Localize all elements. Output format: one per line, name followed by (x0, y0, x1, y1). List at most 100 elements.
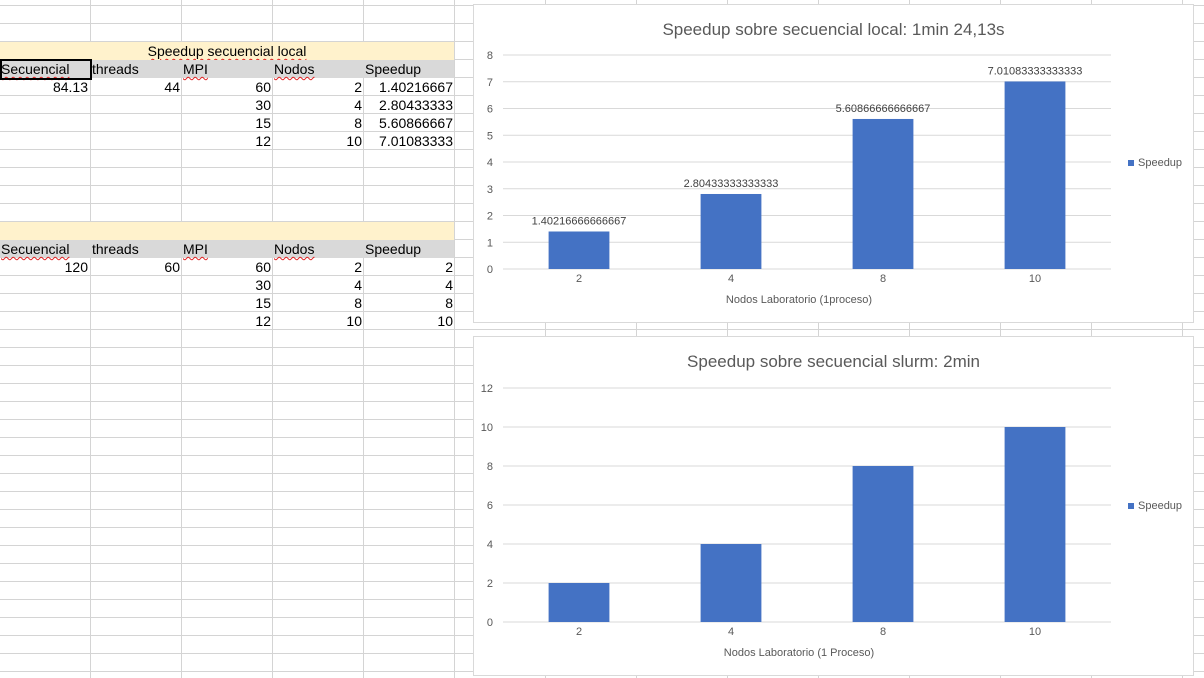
y-tick-label: 6 (487, 104, 493, 116)
data-label: 7.01083333333333 (988, 65, 1083, 77)
y-tick-label: 2 (487, 578, 493, 590)
table2-header-secuencial[interactable]: Secuencial (0, 240, 90, 258)
header-text: Speedup (365, 241, 422, 257)
table1-threads-value[interactable]: 44 (164, 79, 180, 95)
table2-speedup-cell[interactable]: 10 (437, 313, 453, 329)
table1-header-mpi[interactable]: MPI (182, 60, 272, 78)
table2-mpi-cell[interactable]: 12 (255, 313, 271, 329)
table1-header-row (0, 60, 454, 78)
y-tick-label: 4 (487, 157, 493, 169)
table1-title[interactable]: Speedup secuencial local (0, 42, 454, 60)
data-label: 1.40216666666667 (532, 215, 627, 227)
table2-mpi-cell[interactable]: 30 (255, 277, 271, 293)
y-tick-label: 8 (487, 50, 493, 62)
header-text: Nodos (274, 241, 315, 257)
table1-speedup-cell[interactable]: 5.60866667 (379, 115, 453, 131)
x-tick-label: 4 (728, 626, 734, 638)
x-axis-label: Nodos Laboratorio (1 Proceso) (723, 647, 875, 659)
header-text: Secuencial (1, 61, 70, 77)
table1-nodos-cell[interactable]: 8 (354, 115, 362, 131)
chart-speedup-slurm[interactable]: Speedup sobre secuencial slurm: 2min 0 2 4… (473, 336, 1194, 676)
table1-header-threads[interactable]: threads (91, 60, 181, 78)
table2-threads-value[interactable]: 60 (164, 259, 180, 275)
chart-speedup-local[interactable]: Speedup sobre secuencial local: 1min 24,… (473, 4, 1194, 323)
header-text: threads (92, 61, 139, 77)
table2-nodos-cell[interactable]: 8 (354, 295, 362, 311)
table2-title-band (0, 222, 454, 240)
x-axis-label: Nodos Laboratorio (1proceso) (725, 294, 873, 306)
x-tick-label: 8 (880, 273, 886, 285)
data-label: 2.80433333333333 (684, 178, 779, 190)
chart-plot: 0 1 2 3 4 5 6 7 8 2 1.40216666666667 4 2.80433333333… (487, 50, 1111, 285)
header-text: threads (92, 241, 139, 257)
y-tick-label: 12 (481, 383, 493, 395)
y-tick-label: 0 (487, 617, 493, 629)
table1-mpi-cell[interactable]: 30 (255, 97, 271, 113)
bar (852, 118, 914, 269)
y-tick-label: 0 (487, 264, 493, 276)
table1-speedup-cell[interactable]: 2.80433333 (379, 97, 453, 113)
table2-header-mpi[interactable]: MPI (182, 240, 272, 258)
bar (548, 583, 610, 622)
header-text: MPI (183, 61, 208, 77)
table1-secuencial-value[interactable]: 84.13 (52, 79, 88, 95)
x-tick-label: 2 (576, 626, 582, 638)
table2-mpi-cell[interactable]: 60 (255, 259, 271, 275)
table1-title-text: Speedup secuencial local (147, 43, 307, 59)
legend-label: Speedup (1138, 500, 1183, 512)
x-tick-label: 4 (728, 273, 734, 285)
y-tick-label: 1 (487, 237, 493, 249)
y-tick-label: 6 (487, 500, 493, 512)
bar (700, 193, 762, 269)
table2-speedup-cell[interactable]: 8 (445, 295, 453, 311)
table2-mpi-cell[interactable]: 15 (255, 295, 271, 311)
table2-speedup-cell[interactable]: 2 (445, 259, 453, 275)
chart-plot: 0 2 4 6 8 10 12 2 4 8 10 (481, 383, 1111, 638)
table2-speedup-cell[interactable]: 4 (445, 277, 453, 293)
chart-title: Speedup sobre secuencial local: 1min 24,… (662, 20, 1005, 39)
table1-nodos-cell[interactable]: 10 (346, 133, 362, 149)
table2-nodos-cell[interactable]: 4 (354, 277, 362, 293)
table1-title-band (0, 42, 454, 60)
table2-secuencial-value[interactable]: 120 (64, 259, 88, 275)
y-tick-label: 10 (481, 422, 493, 434)
table1-mpi-cell[interactable]: 60 (255, 79, 271, 95)
x-tick-label: 10 (1029, 626, 1041, 638)
table2-header-nodos[interactable]: Nodos (273, 240, 363, 258)
chart-title: Speedup sobre secuencial slurm: 2min (687, 352, 980, 371)
table2-nodos-cell[interactable]: 2 (354, 259, 362, 275)
table2-nodos-cell[interactable]: 10 (346, 313, 362, 329)
y-tick-label: 5 (487, 130, 493, 142)
bar (1004, 427, 1066, 622)
x-tick-label: 10 (1029, 273, 1041, 285)
data-label: 5.60866666666667 (836, 103, 931, 115)
chart-legend: Speedup (1128, 500, 1182, 512)
y-tick-label: 3 (487, 184, 493, 196)
legend-swatch (1128, 503, 1134, 510)
y-tick-label: 2 (487, 211, 493, 223)
x-tick-label: 2 (576, 273, 582, 285)
legend-label: Speedup (1138, 157, 1183, 169)
chart-legend: Speedup (1128, 157, 1182, 169)
table1-mpi-cell[interactable]: 15 (255, 115, 271, 131)
header-text: Nodos (274, 61, 315, 77)
table1-nodos-cell[interactable]: 4 (354, 97, 362, 113)
legend-swatch (1128, 160, 1134, 167)
header-text: Speedup (365, 61, 422, 77)
table1-header-nodos[interactable]: Nodos (273, 60, 363, 78)
table2-header-speedup[interactable]: Speedup (364, 240, 454, 258)
table2-header-threads[interactable]: threads (91, 240, 181, 258)
table1-speedup-cell[interactable]: 1.40216667 (379, 79, 453, 95)
table1-nodos-cell[interactable]: 2 (354, 79, 362, 95)
y-tick-label: 4 (487, 539, 493, 551)
table1-mpi-cell[interactable]: 12 (255, 133, 271, 149)
header-text: MPI (183, 241, 208, 257)
header-text: Secuencial (1, 241, 70, 257)
table1-header-secuencial[interactable]: Secuencial (0, 60, 90, 78)
table1-speedup-cell[interactable]: 7.01083333 (379, 133, 453, 149)
bar (852, 466, 914, 622)
y-tick-label: 7 (487, 77, 493, 89)
table1-header-speedup[interactable]: Speedup (364, 60, 454, 78)
bar (548, 231, 610, 269)
y-tick-label: 8 (487, 461, 493, 473)
